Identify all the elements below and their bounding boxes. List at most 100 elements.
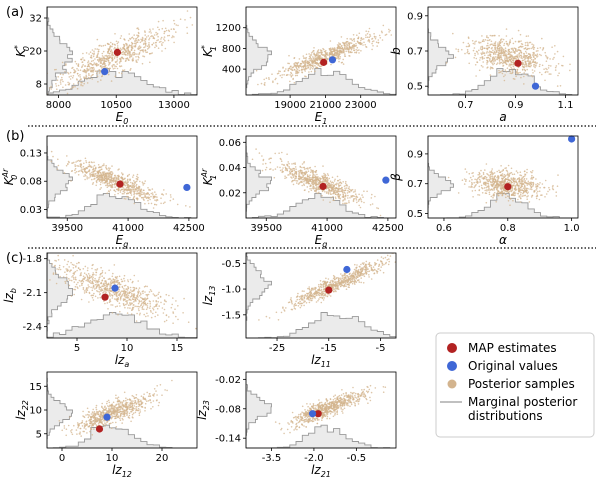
map-estimate-point xyxy=(320,58,328,66)
posterior-sample-point xyxy=(301,71,303,73)
posterior-sample-point xyxy=(57,254,59,257)
posterior-sample-point xyxy=(352,45,355,47)
posterior-sample-point xyxy=(336,175,339,178)
posterior-sample-point xyxy=(70,295,73,297)
posterior-sample-point xyxy=(154,46,156,49)
posterior-sample-point xyxy=(281,76,283,79)
posterior-sample-point xyxy=(82,268,85,270)
posterior-sample-point xyxy=(144,180,146,182)
posterior-sample-point xyxy=(353,198,356,200)
posterior-sample-point xyxy=(155,204,158,206)
posterior-sample-point xyxy=(353,47,355,50)
posterior-sample-point xyxy=(102,289,104,292)
posterior-sample-point xyxy=(273,176,276,179)
posterior-sample-point xyxy=(129,53,132,56)
posterior-sample-point xyxy=(131,281,134,284)
posterior-sample-point xyxy=(83,292,86,294)
posterior-sample-point xyxy=(520,187,522,189)
posterior-sample-point xyxy=(539,63,541,66)
posterior-sample-point xyxy=(91,171,93,174)
axes-frame xyxy=(46,135,198,219)
posterior-sample-point xyxy=(116,60,118,63)
posterior-sample-point xyxy=(508,196,511,198)
posterior-sample-point xyxy=(369,204,372,206)
posterior-sample-point xyxy=(493,62,496,65)
posterior-sample-point xyxy=(343,55,346,57)
posterior-sample-point xyxy=(111,171,113,173)
posterior-sample-point xyxy=(70,87,72,90)
posterior-sample-point xyxy=(72,274,74,277)
posterior-sample-point xyxy=(291,168,293,171)
posterior-sample-point xyxy=(114,46,116,49)
posterior-sample-point xyxy=(309,59,311,62)
posterior-sample-point xyxy=(70,261,72,264)
x-axis-label: E0 xyxy=(116,110,129,126)
posterior-sample-point xyxy=(502,64,505,67)
posterior-sample-point xyxy=(293,63,295,65)
posterior-sample-point xyxy=(123,291,125,293)
panel-alpha-beta: 0.6 0.8 1.00.50.70.9αβ xyxy=(389,135,580,247)
posterior-sample-point xyxy=(85,52,88,54)
posterior-sample-point xyxy=(107,64,110,66)
posterior-sample-point xyxy=(72,66,74,69)
posterior-sample-point xyxy=(83,168,86,170)
posterior-sample-point xyxy=(114,174,116,177)
posterior-sample-point xyxy=(120,189,123,191)
posterior-sample-point xyxy=(164,47,167,50)
posterior-sample-point xyxy=(357,200,360,202)
posterior-sample-point xyxy=(457,48,460,51)
posterior-sample-point xyxy=(491,185,494,188)
posterior-sample-point xyxy=(109,167,111,170)
posterior-sample-point xyxy=(288,170,291,173)
posterior-sample-point xyxy=(51,263,53,265)
posterior-sample-point xyxy=(338,49,341,52)
posterior-sample-point xyxy=(513,58,515,60)
posterior-sample-point xyxy=(496,58,498,61)
posterior-sample-point xyxy=(109,283,112,286)
posterior-sample-point xyxy=(301,172,304,174)
posterior-sample-point xyxy=(64,71,66,73)
posterior-sample-point xyxy=(337,183,340,185)
posterior-sample-point xyxy=(146,45,149,47)
posterior-sample-point xyxy=(68,161,70,164)
posterior-sample-point xyxy=(94,288,96,290)
posterior-sample-point xyxy=(136,34,138,36)
posterior-sample-point xyxy=(138,287,141,289)
posterior-sample-point xyxy=(132,188,134,191)
posterior-sample-point xyxy=(179,18,182,21)
posterior-sample-point xyxy=(330,63,332,66)
posterior-sample-point xyxy=(491,188,493,190)
posterior-sample-point xyxy=(135,197,138,200)
posterior-sample-point xyxy=(165,300,167,303)
posterior-sample-point xyxy=(140,304,142,307)
posterior-sample-point xyxy=(149,300,151,303)
posterior-sample-point xyxy=(274,168,277,170)
posterior-sample-point xyxy=(50,150,53,153)
posterior-sample-point xyxy=(133,185,136,187)
posterior-sample-point xyxy=(379,37,382,39)
map-estimate-point xyxy=(514,59,522,67)
posterior-sample-point xyxy=(111,185,114,187)
posterior-sample-point xyxy=(530,58,533,61)
posterior-sample-point xyxy=(314,62,317,64)
posterior-sample-point xyxy=(75,171,78,173)
posterior-sample-point xyxy=(163,32,165,35)
posterior-sample-point xyxy=(109,189,112,191)
posterior-sample-point xyxy=(99,286,102,289)
posterior-sample-point xyxy=(357,37,359,40)
posterior-sample-point xyxy=(512,59,514,62)
posterior-sample-point xyxy=(313,176,315,179)
posterior-sample-point xyxy=(107,173,109,176)
posterior-sample-point xyxy=(313,187,315,190)
posterior-sample-point xyxy=(108,57,110,59)
posterior-sample-point xyxy=(463,178,466,180)
posterior-sample-point xyxy=(264,162,267,165)
posterior-sample-point xyxy=(308,180,310,182)
posterior-sample-point xyxy=(129,190,132,193)
posterior-sample-point xyxy=(309,65,312,67)
posterior-sample-point xyxy=(516,183,518,186)
posterior-sample-point xyxy=(479,57,482,59)
posterior-sample-point xyxy=(106,192,108,194)
y-tick-label: 32 xyxy=(29,14,42,25)
posterior-sample-point xyxy=(123,53,125,56)
